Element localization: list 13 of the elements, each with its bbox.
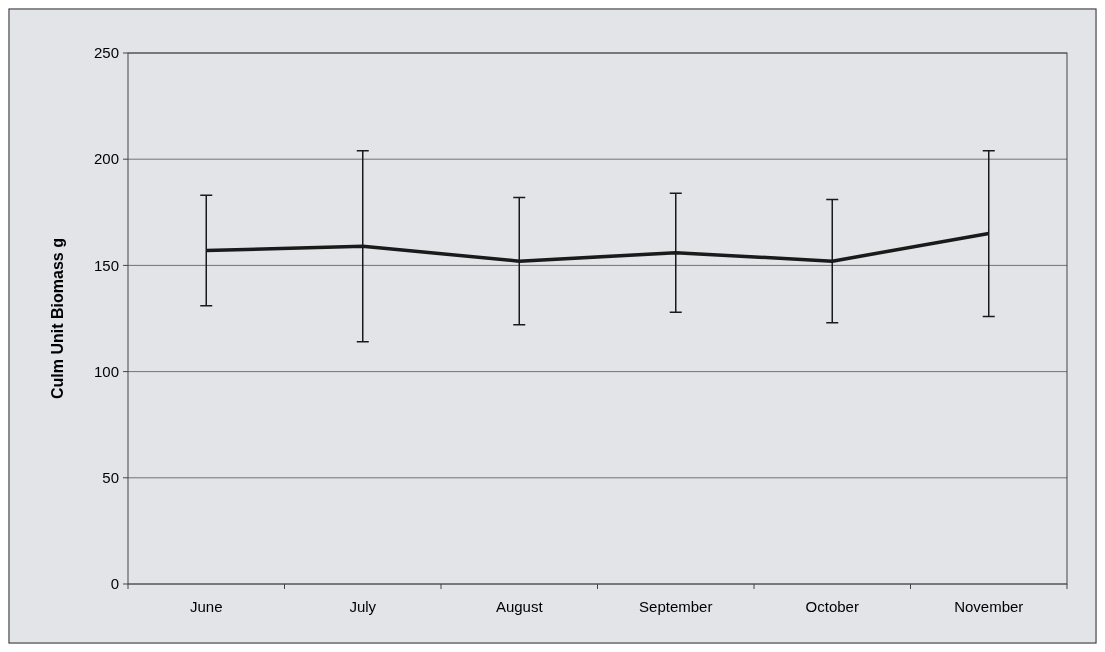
y-tick-label: 250 <box>93 44 119 62</box>
x-tick-label: June <box>189 598 223 615</box>
y-tick-label: 50 <box>102 469 119 487</box>
x-tick-label: November <box>954 598 1024 615</box>
y-tick-label: 0 <box>110 575 119 593</box>
x-tick-label: July <box>349 598 377 615</box>
y-axis-title: Culm Unit Biomass g <box>49 238 66 399</box>
y-tick-label: 100 <box>93 362 119 380</box>
y-tick-label: 150 <box>93 256 119 274</box>
y-tick-label: 200 <box>93 150 119 168</box>
x-tick-label: September <box>639 598 713 615</box>
x-tick-label: October <box>805 598 859 615</box>
x-tick-label: August <box>495 598 544 615</box>
